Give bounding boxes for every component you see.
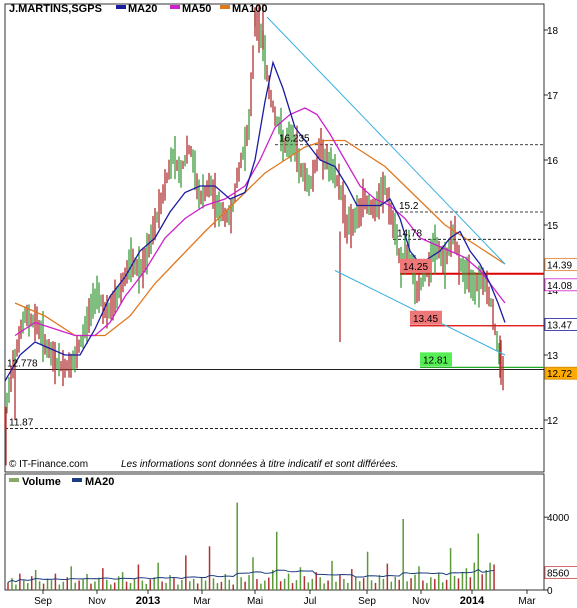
right-label-box <box>544 366 577 380</box>
price-tick-label: 18 <box>547 26 559 37</box>
time-tick-label: Nov <box>412 596 430 607</box>
right-label-text: 12.72 <box>547 369 572 380</box>
volume-panel-frame <box>4 473 545 591</box>
ma20-line <box>4 60 506 382</box>
time-tick-label: Sep <box>358 596 376 607</box>
level-label-box <box>410 310 442 325</box>
legend-swatch-ma50 <box>170 5 180 9</box>
legend-swatch-volume <box>9 478 19 482</box>
volume-tick-label: 0 <box>547 586 553 597</box>
price-tick-label: 14 <box>547 286 559 297</box>
time-tick-label: 2014 <box>460 595 485 607</box>
trend-line <box>266 16 506 265</box>
time-tick-label: Mar <box>518 596 536 607</box>
level-label-box <box>420 352 452 367</box>
level-label: 13.45 <box>413 314 438 325</box>
price-tick-label: 16 <box>547 156 559 167</box>
volume-last-box <box>544 566 577 580</box>
level-label: 11.87 <box>9 417 34 428</box>
price-axis-ticks: 12 13 14 15 16 17 18 <box>544 26 559 427</box>
right-value-labels: 14.39 14.08 13.47 12.72 <box>544 258 577 380</box>
legend-label-ma20: MA20 <box>128 3 157 15</box>
time-axis-ticks: Sep Nov 2013 Mar Mai Jul Sep Nov 2014 Mar <box>34 590 536 607</box>
ma100-line <box>14 139 506 337</box>
legend-swatch-ma20 <box>116 5 126 9</box>
price-tick-label: 17 <box>547 91 559 102</box>
price-panel-frame <box>4 3 545 473</box>
time-tick-label: Jul <box>304 596 317 607</box>
legend-label-volume: Volume <box>22 476 61 488</box>
chart-title: J.MARTINS,SGPS <box>9 3 102 15</box>
horizontal-levels <box>5 144 544 429</box>
legend-label-volume-ma20: MA20 <box>85 476 114 488</box>
legend-label-ma50: MA50 <box>182 3 211 15</box>
volume-axis-ticks: 4000 0 8560 <box>544 513 577 597</box>
right-label-box <box>544 318 577 331</box>
level-label: 12.778 <box>7 358 38 369</box>
time-tick-label: Mar <box>193 596 211 607</box>
volume-tick-label: 4000 <box>547 513 570 524</box>
time-tick-label: Nov <box>88 596 106 607</box>
level-label: 14.25 <box>403 262 428 273</box>
time-tick-label: Mai <box>247 596 263 607</box>
volume-bars <box>7 502 495 590</box>
volume-legend: Volume MA20 <box>9 476 114 488</box>
level-label: 12.81 <box>423 355 448 366</box>
volume-last-label: 8560 <box>547 569 570 580</box>
right-label-box <box>544 278 577 292</box>
ma50-line <box>14 107 506 337</box>
price-tick-label: 13 <box>547 351 559 362</box>
level-labels: 16.235 15.2 14.78 11.87 14.25 13.45 12.778 12.8… <box>7 134 452 428</box>
time-tick-label: 2013 <box>136 595 160 607</box>
source-credit: © IT-Finance.com <box>9 459 88 470</box>
legend-swatch-volume-ma20 <box>72 478 82 482</box>
price-series <box>4 3 504 466</box>
disclaimer: Les informations sont données à titre in… <box>121 459 398 470</box>
level-label: 16.235 <box>279 134 310 145</box>
price-tick-label: 12 <box>547 416 559 427</box>
right-label-text: 13.47 <box>547 320 572 331</box>
price-tick-label: 15 <box>547 221 559 232</box>
legend-swatch-ma100 <box>220 5 230 9</box>
level-label-box <box>400 258 432 273</box>
right-label-text: 14.08 <box>547 281 572 292</box>
level-label: 14.78 <box>397 228 422 239</box>
moving-averages <box>4 60 506 382</box>
legend: MA20 MA50 MA100 <box>116 3 267 15</box>
time-tick-label: Sep <box>34 596 52 607</box>
right-label-text: 14.39 <box>547 261 572 272</box>
right-label-box <box>544 258 577 272</box>
level-label: 15.2 <box>399 201 419 212</box>
volume-ma20-line <box>7 568 495 583</box>
legend-label-ma100: MA100 <box>232 3 267 15</box>
